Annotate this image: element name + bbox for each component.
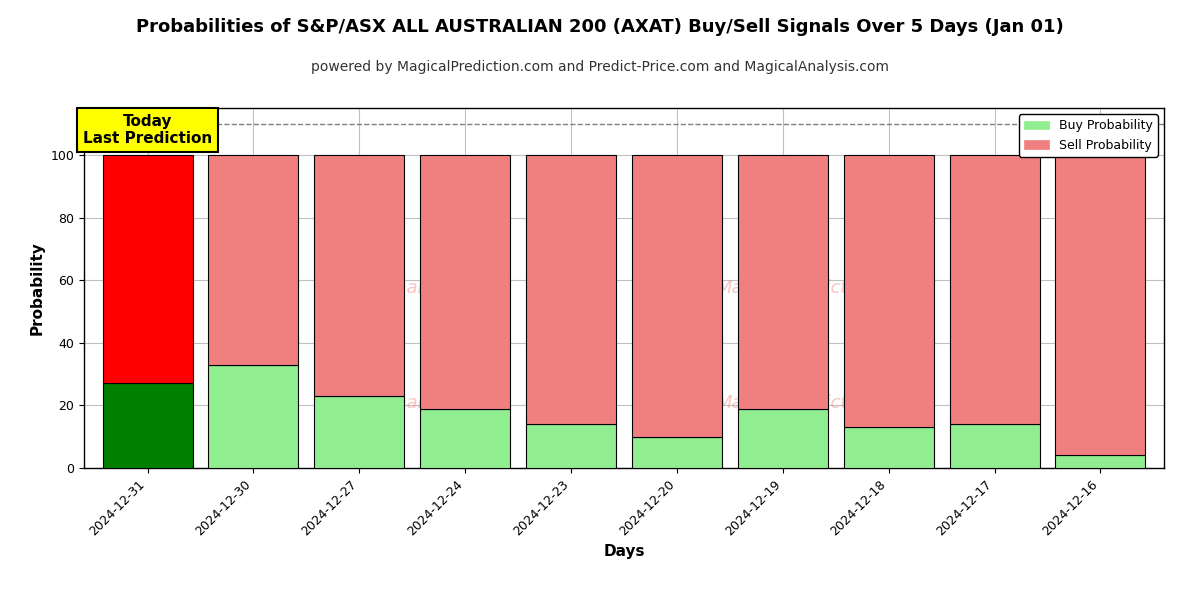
- Text: MagicalAnalysis.com: MagicalAnalysis.com: [314, 279, 502, 297]
- Bar: [209, 365, 299, 468]
- Bar: [738, 409, 828, 468]
- Bar: [949, 155, 1039, 424]
- Bar: [949, 424, 1039, 468]
- Bar: [420, 155, 510, 409]
- Bar: [1056, 155, 1146, 455]
- Text: MagicalAnalysis.com: MagicalAnalysis.com: [314, 394, 502, 412]
- Bar: [844, 427, 934, 468]
- Bar: [420, 409, 510, 468]
- Bar: [1056, 455, 1146, 468]
- Text: Probabilities of S&P/ASX ALL AUSTRALIAN 200 (AXAT) Buy/Sell Signals Over 5 Days : Probabilities of S&P/ASX ALL AUSTRALIAN …: [136, 18, 1064, 36]
- Bar: [526, 424, 616, 468]
- Bar: [632, 155, 722, 437]
- Text: MagicalPrediction.com: MagicalPrediction.com: [716, 394, 920, 412]
- Bar: [314, 396, 404, 468]
- Bar: [102, 383, 192, 468]
- Text: powered by MagicalPrediction.com and Predict-Price.com and MagicalAnalysis.com: powered by MagicalPrediction.com and Pre…: [311, 60, 889, 74]
- Bar: [844, 155, 934, 427]
- Y-axis label: Probability: Probability: [30, 241, 44, 335]
- Bar: [632, 437, 722, 468]
- Bar: [526, 155, 616, 424]
- Bar: [209, 155, 299, 365]
- X-axis label: Days: Days: [604, 544, 644, 559]
- Text: Today
Last Prediction: Today Last Prediction: [83, 114, 212, 146]
- Bar: [738, 155, 828, 409]
- Bar: [102, 155, 192, 383]
- Legend: Buy Probability, Sell Probability: Buy Probability, Sell Probability: [1019, 114, 1158, 157]
- Bar: [314, 155, 404, 396]
- Text: MagicalPrediction.com: MagicalPrediction.com: [716, 279, 920, 297]
